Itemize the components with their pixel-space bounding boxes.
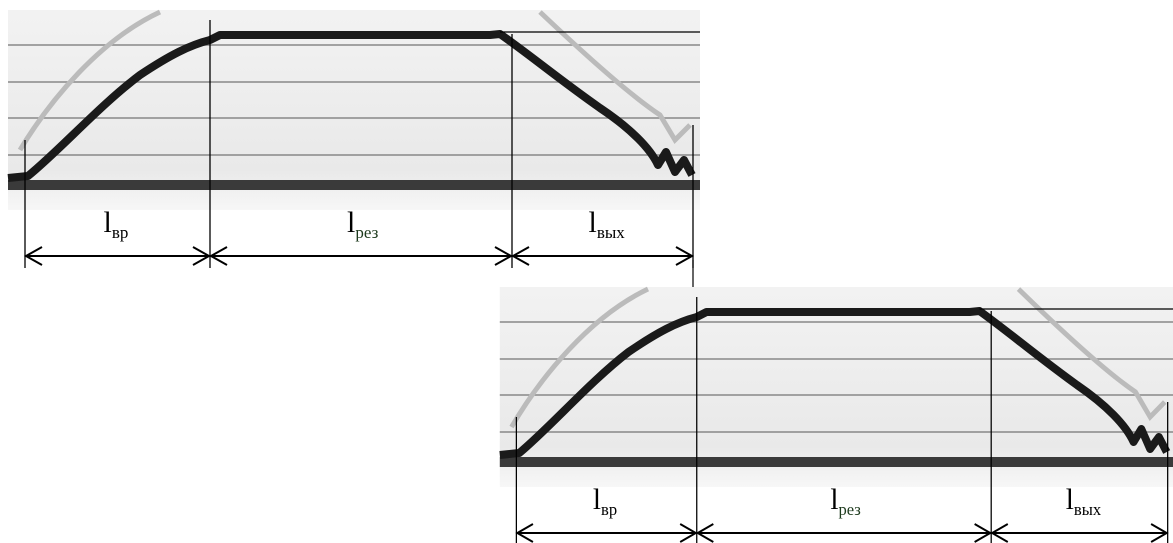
label-symbol: l: [1066, 484, 1074, 516]
label-symbol: l: [104, 206, 112, 239]
label-subscript: рез: [838, 500, 861, 519]
label-symbol: l: [593, 484, 601, 516]
label-symbol: l: [830, 484, 838, 516]
label-symbol: l: [589, 206, 597, 239]
dimension-label: lвр: [104, 206, 129, 242]
dimension-label: lвых: [589, 206, 626, 242]
label-subscript: вр: [112, 223, 129, 242]
dimension-label: lрез: [830, 484, 861, 519]
baseline: [8, 180, 700, 190]
label-subscript: вр: [601, 500, 617, 519]
dimension-label: lвр: [593, 484, 617, 519]
baseline: [500, 457, 1173, 467]
figure: lврlрезlвыхlврlрезlвых: [0, 0, 1173, 543]
label-subscript: рез: [355, 223, 378, 242]
label-symbol: l: [347, 206, 355, 239]
label-subscript: вых: [597, 223, 625, 242]
dimension-label: lвых: [1066, 484, 1102, 519]
label-subscript: вых: [1074, 500, 1102, 519]
dimension-label: lрез: [347, 206, 379, 242]
